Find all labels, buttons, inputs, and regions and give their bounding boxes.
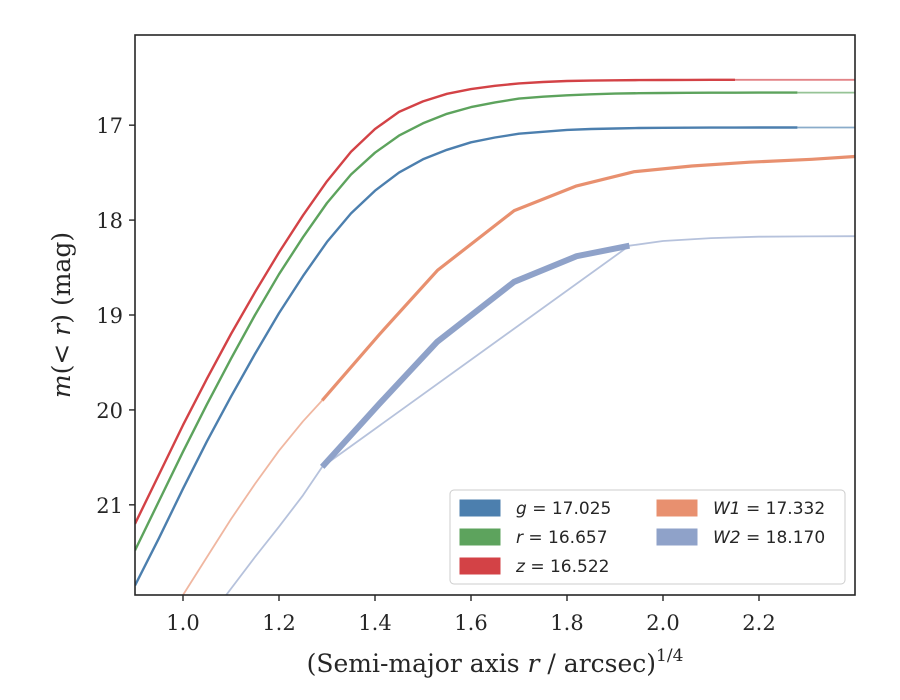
y-tick-label: 19 [96,304,123,328]
series-layer [135,78,855,595]
legend-swatch-g [459,499,501,517]
legend-label-g: g = 17.025 [516,499,611,519]
series-line-W1 [320,154,855,402]
x-axis-label-prefix: (Semi-major axis [307,649,528,678]
x-tick-label: 2.2 [742,611,775,635]
legend-label-r: r = 16.657 [516,528,608,548]
y-tick-label: 17 [96,114,123,138]
legend-swatch-r [459,528,501,546]
series-line-g [135,126,798,587]
x-axis-label-exponent: 1/4 [656,646,683,666]
x-axis-label: (Semi-major axis r / arcsec)1/4 [307,646,684,678]
y-axis-label-mid: (< [47,336,76,375]
x-axis-label-var: r [528,649,542,678]
x-tick-label: 1.4 [358,611,391,635]
x-tick-label: 1.8 [550,611,583,635]
legend: g = 17.025 r = 16.657 z = 16.522 W1 = 17.33… [449,489,846,585]
x-axis-label-suffix: / arcsec) [539,649,656,678]
x-tick-label: 1.0 [166,611,199,635]
y-axis-label-suffix: ) (mag) [47,232,76,324]
legend-label-W1: W1 = 17.332 [713,499,825,519]
legend-swatch-W2 [656,528,698,546]
y-tick-label: 18 [96,209,123,233]
legend-frame [449,489,846,585]
series-line-r [135,91,798,551]
y-axis: 17 18 19 20 21 [96,114,135,518]
x-tick-label: 2.0 [646,611,679,635]
y-tick-label: 20 [96,399,123,423]
x-tick-label: 1.2 [262,611,295,635]
legend-label-W2: W2 = 18.170 [713,528,825,548]
series-line-z [135,78,735,525]
series-line-W2 [319,242,630,469]
x-axis: 1.0 1.2 1.4 1.6 1.8 2.0 2.2 [166,595,776,635]
series-line-W1-extrapolated [182,399,323,595]
y-axis-label-prefix: m [47,374,76,398]
legend-swatch-z [459,557,501,575]
y-axis-label-var: r [47,322,76,336]
y-tick-label: 21 [96,494,123,518]
x-tick-label: 1.6 [454,611,487,635]
y-axis-label: m(< r) (mag) [47,232,76,398]
legend-label-z: z = 16.522 [515,557,609,577]
legend-swatch-W1 [656,499,698,517]
